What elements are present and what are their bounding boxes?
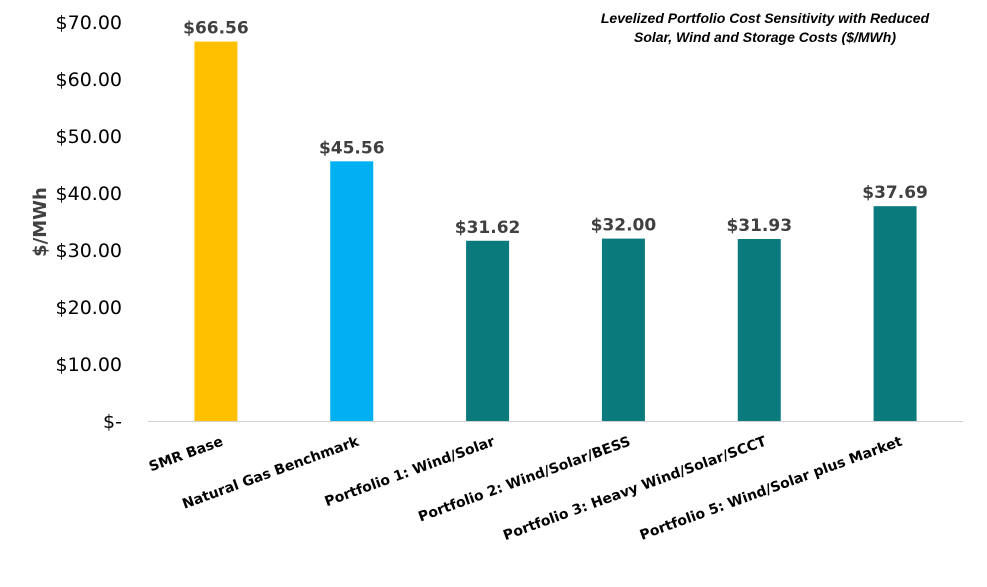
bar (466, 240, 510, 421)
bar (873, 206, 917, 421)
data-label: $66.56 (183, 19, 249, 39)
bar (737, 238, 781, 421)
y-tick-label: $- (103, 411, 122, 433)
bar (194, 41, 238, 421)
data-label: $32.00 (591, 216, 657, 236)
y-axis-ticks: $- $10.00 $20.00 $30.00 $40.00 $50.00 $60.00 $7… (56, 12, 122, 433)
chart-title-line-2: Solar, Wind and Storage Costs ($/MWh) (634, 29, 896, 45)
y-tick-label: $70.00 (56, 12, 122, 34)
data-labels: $66.56 $45.56 $31.62 $32.00 $31.93 $37.69 (183, 19, 928, 238)
x-tick-label: Portfolio 2: Wind/Solar/BESS (416, 434, 633, 526)
y-axis-label: $/MWh (30, 187, 51, 257)
y-tick-label: $50.00 (56, 126, 122, 148)
x-tick-label: SMR Base (147, 434, 225, 476)
x-tick-label: Portfolio 3: Heavy Wind/Solar/SCCT (501, 434, 769, 545)
data-label: $31.93 (726, 216, 792, 236)
data-label: $31.62 (455, 218, 521, 238)
y-tick-label: $40.00 (56, 183, 122, 205)
bars (194, 41, 917, 422)
chart-title: Levelized Portfolio Cost Sensitivity wit… (601, 10, 930, 45)
y-tick-label: $60.00 (56, 69, 122, 91)
bar (330, 161, 374, 422)
data-label: $37.69 (862, 183, 928, 203)
bar (601, 238, 645, 421)
y-tick-label: $10.00 (56, 354, 122, 376)
y-tick-label: $30.00 (56, 240, 122, 262)
data-label: $45.56 (319, 138, 385, 158)
y-tick-label: $20.00 (56, 297, 122, 319)
x-tick-label: Portfolio 5: Wind/Solar plus Market (638, 434, 905, 544)
chart-title-line-1: Levelized Portfolio Cost Sensitivity wit… (601, 10, 930, 26)
